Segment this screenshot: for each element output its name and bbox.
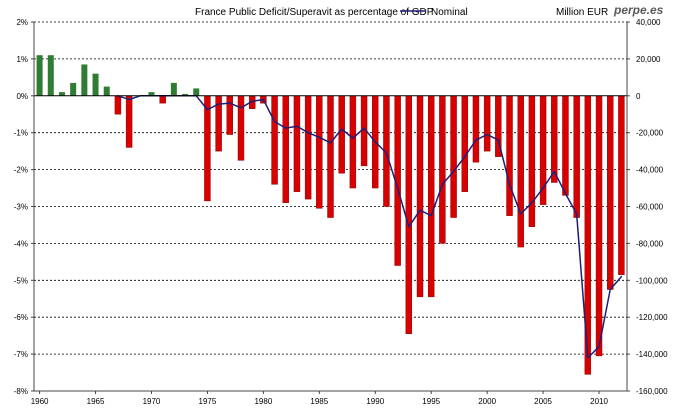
- y2-axis-tick-label: -40,000: [636, 166, 664, 175]
- bar-2007: [562, 95, 569, 196]
- bar-layer: [36, 55, 625, 375]
- y2-axis-tick-label: -120,000: [636, 313, 668, 322]
- bar-1964: [81, 64, 88, 96]
- bar-1985: [316, 95, 323, 209]
- y2-axis-tick-label: -160,000: [636, 387, 668, 396]
- bar-1967: [114, 95, 122, 115]
- bar-1999: [472, 95, 480, 163]
- y-axis-tick-label: -7%: [14, 350, 28, 359]
- bar-2003: [517, 95, 524, 248]
- bar-1994: [416, 95, 424, 298]
- bar-1986: [327, 95, 334, 218]
- bar-2002: [506, 95, 513, 216]
- x-axis-tick-label: 1965: [87, 397, 105, 406]
- bar-1982: [282, 95, 289, 204]
- bar-1970: [148, 92, 155, 96]
- x-axis-tick-label: 2000: [478, 397, 496, 406]
- bar-1974: [193, 88, 200, 96]
- bar-2008: [573, 95, 580, 218]
- y2-axis-tick-label: 20,000: [636, 55, 661, 64]
- bar-1973: [182, 93, 189, 96]
- bar-1962: [58, 92, 65, 96]
- bar-1972: [170, 82, 177, 96]
- y-axis-tick-label: -8%: [14, 387, 28, 396]
- bar-2006: [551, 95, 558, 183]
- axis-layer: 2% 1% 0% -1% -2% -3% -4% -5% -6% -7% -8% 40,000 20,0…: [14, 18, 668, 406]
- y-axis-tick-label: -6%: [14, 313, 28, 322]
- y2-axis-tick-label: -80,000: [636, 239, 664, 248]
- bar-2000: [483, 95, 491, 152]
- bar-1963: [70, 82, 77, 96]
- y-axis-tick-label: -4%: [14, 239, 28, 248]
- x-axis-tick-label: 1980: [254, 397, 272, 406]
- x-axis-tick-label: 1975: [199, 397, 217, 406]
- bar-2004: [528, 95, 536, 228]
- y-axis-tick-label: -2%: [14, 166, 28, 175]
- brand-mark: perpe.es: [613, 3, 664, 17]
- y2-unit-label: Million EUR: [556, 7, 608, 18]
- bar-1968: [125, 95, 133, 148]
- x-axis-tick-label: 1995: [422, 397, 440, 406]
- y-axis-tick-label: 1%: [16, 55, 28, 64]
- y2-axis-tick-label: -20,000: [636, 129, 664, 138]
- bar-1997: [450, 95, 457, 218]
- bar-2011: [607, 95, 614, 290]
- y-axis-tick-label: 0%: [16, 92, 28, 101]
- bar-1987: [338, 95, 345, 174]
- x-axis-tick-label: 1990: [366, 397, 384, 406]
- header-layer: France Public Deficit/Superavit as perce…: [195, 3, 664, 18]
- x-axis-tick-label: 2010: [590, 397, 608, 406]
- line-layer: [117, 95, 623, 359]
- legend-label: Nominal: [431, 7, 468, 18]
- bar-1995: [428, 95, 435, 298]
- bar-1961: [47, 55, 54, 96]
- bar-2010: [595, 95, 603, 357]
- bar-1966: [103, 86, 110, 96]
- y2-axis-tick-label: 0: [636, 92, 641, 101]
- bar-1975: [204, 95, 211, 202]
- bar-1971: [159, 95, 166, 104]
- y-axis-tick-label: -1%: [14, 129, 28, 138]
- bar-1998: [461, 95, 468, 192]
- y2-axis-tick-label: -60,000: [636, 203, 664, 212]
- bar-1965: [92, 73, 99, 96]
- bar-2012: [618, 95, 625, 275]
- bar-1993: [405, 95, 413, 335]
- y-axis-tick-label: 2%: [16, 18, 28, 27]
- x-axis-tick-label: 1985: [310, 397, 328, 406]
- y-axis-tick-label: -5%: [14, 276, 28, 285]
- y2-axis-tick-label: -100,000: [636, 276, 668, 285]
- x-axis-tick-label: 2005: [534, 397, 552, 406]
- x-axis-tick-label: 1960: [31, 397, 49, 406]
- bar-1983: [293, 95, 301, 192]
- bar-1978: [237, 95, 245, 161]
- chart-title: France Public Deficit/Superavit as perce…: [195, 7, 434, 18]
- bar-1988: [349, 95, 357, 189]
- y2-axis-tick-label: 40,000: [636, 18, 661, 27]
- bar-1984: [304, 95, 312, 200]
- x-axis-tick-label: 1970: [143, 397, 161, 406]
- y2-axis-tick-label: -140,000: [636, 350, 668, 359]
- bar-1960: [36, 55, 43, 96]
- bar-1981: [271, 95, 278, 185]
- nominal-line: [117, 95, 623, 359]
- bar-1977: [226, 95, 234, 135]
- y-axis-tick-label: -3%: [14, 203, 28, 212]
- bar-1996: [439, 95, 446, 244]
